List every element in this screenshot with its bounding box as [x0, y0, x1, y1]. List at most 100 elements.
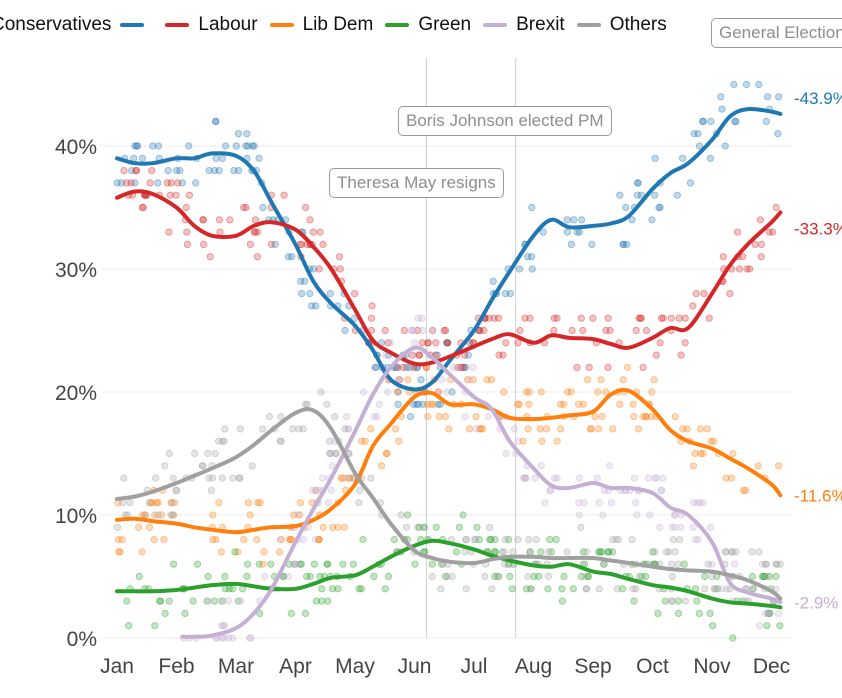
poll-dot — [117, 179, 126, 187]
poll-dot — [165, 449, 173, 458]
poll-dot — [608, 548, 617, 556]
poll-dot — [155, 597, 164, 605]
poll-dot — [763, 622, 771, 630]
poll-dot — [667, 314, 675, 322]
poll-dot — [359, 388, 367, 396]
poll-dot — [727, 548, 736, 556]
poll-dot — [764, 609, 773, 618]
poll-dot — [260, 572, 269, 581]
poll-dot — [488, 585, 496, 593]
x-tick-label: Dec — [753, 655, 790, 678]
poll-dot — [589, 314, 597, 322]
poll-dot — [367, 474, 375, 482]
poll-dot — [754, 462, 762, 470]
poll-dot — [332, 449, 340, 458]
poll-dot — [255, 154, 263, 162]
poll-dot — [772, 203, 780, 212]
poll-dot — [154, 179, 162, 187]
poll-dot — [558, 585, 566, 593]
poll-dot — [649, 548, 657, 556]
poll-dot — [429, 400, 437, 408]
poll-dot — [291, 560, 300, 568]
poll-dot — [577, 314, 585, 322]
y-tick-label: 40% — [55, 136, 97, 159]
poll-dot — [506, 572, 514, 581]
poll-dot — [514, 437, 523, 445]
poll-dot — [368, 302, 376, 310]
poll-dot — [674, 560, 682, 568]
poll-dot — [774, 462, 783, 470]
poll-dot — [635, 572, 643, 581]
poll-dot — [580, 499, 588, 507]
poll-dot — [267, 560, 275, 568]
x-tick-label: May — [335, 655, 375, 678]
poll-dot — [334, 523, 342, 531]
poll-dot — [148, 167, 156, 175]
poll-dot — [459, 363, 467, 371]
poll-dot — [703, 425, 711, 433]
poll-dot — [504, 535, 513, 544]
poll-dot — [607, 499, 616, 507]
poll-dot — [595, 425, 603, 433]
poll-dot — [730, 80, 738, 89]
poll-dot — [630, 597, 638, 605]
poll-dot — [161, 462, 169, 470]
poll-dot — [240, 535, 248, 544]
poll-dot — [755, 622, 764, 630]
poll-dot — [751, 240, 759, 248]
poll-dot — [591, 412, 599, 421]
poll-dot — [707, 437, 715, 445]
poll-dot — [309, 265, 318, 273]
poll-dot — [384, 339, 392, 347]
poll-dot — [154, 511, 162, 519]
poll-dot — [336, 265, 344, 273]
poll-dot — [440, 326, 448, 335]
poll-dot — [220, 437, 228, 445]
poll-dot — [319, 523, 327, 531]
poll-dot — [309, 228, 317, 236]
poll-dot — [123, 597, 131, 605]
poll-dot — [586, 425, 594, 433]
poll-dot — [173, 486, 181, 494]
poll-dot — [541, 499, 549, 507]
poll-dot — [657, 486, 665, 494]
poll-dot — [260, 548, 268, 556]
poll-dot — [659, 314, 667, 322]
poll-dot — [345, 474, 353, 482]
poll-dot — [265, 412, 273, 421]
poll-dot — [169, 474, 177, 482]
poll-dot — [386, 339, 394, 347]
poll-dot — [441, 326, 450, 335]
poll-dot — [116, 548, 124, 556]
poll-dot — [229, 634, 237, 642]
poll-dot — [481, 572, 489, 581]
poll-dot — [334, 585, 342, 593]
poll-dot — [699, 117, 708, 126]
poll-dot — [424, 339, 432, 347]
poll-dot — [371, 363, 379, 371]
poll-dot — [246, 240, 254, 248]
poll-dot — [290, 560, 298, 568]
poll-dot — [708, 560, 716, 568]
poll-dot — [125, 622, 133, 630]
poll-dot — [222, 142, 230, 150]
annotation-may-resigns: Theresa May resigns — [329, 168, 504, 198]
poll-dot — [558, 597, 567, 605]
poll-dot — [732, 117, 740, 126]
poll-dot — [719, 253, 727, 261]
poll-dot — [552, 535, 560, 544]
poll-dot — [324, 499, 332, 507]
poll-dot — [231, 548, 239, 556]
poll-dot — [443, 339, 452, 347]
poll-dot — [628, 216, 636, 224]
poll-dot — [707, 523, 715, 531]
poll-dot — [722, 585, 731, 593]
poll-dot — [271, 240, 279, 248]
poll-dot — [651, 154, 659, 162]
poll-dot — [172, 486, 180, 494]
poll-dot — [295, 511, 304, 519]
poll-dot — [461, 548, 469, 556]
poll-dot — [699, 499, 707, 507]
poll-dot — [400, 326, 408, 335]
poll-dot — [760, 572, 768, 581]
